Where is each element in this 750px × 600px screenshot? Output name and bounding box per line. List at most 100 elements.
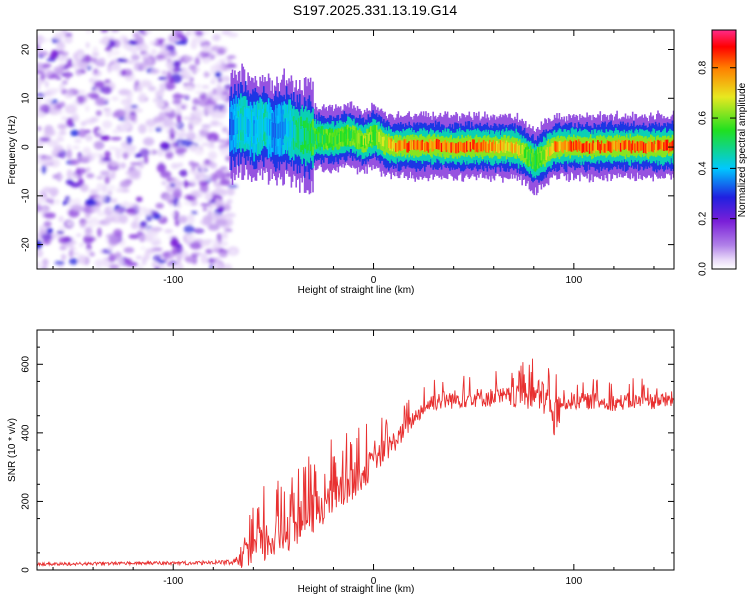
spectrogram-noise-cell [189,200,198,207]
spectrogram-noise-cell [201,260,209,264]
spectrogram-ridge-cell [406,143,408,153]
colorbar-frame [711,29,737,270]
spectrogram-noise-cell [67,199,76,203]
spectrogram-ridge-cell [368,132,371,141]
spectrogram-noise-cell [197,37,206,43]
spectrogram-noise-cell [221,139,230,144]
spectrogram-noise-cell [156,57,163,62]
spectrogram-ridge-cell [318,132,320,144]
spectrogram-noise-cell [193,171,206,178]
spectrogram-ridge-cell [585,141,587,152]
spectrogram-ridge-cell [374,131,377,142]
spectrogram-ridge-cell [404,139,407,149]
spectrogram-ridge-cell [615,140,617,151]
spectrogram-noise-cell [190,39,198,50]
spectrogram-noise-cell [127,114,137,121]
spectrogram-noise-cell [183,179,188,189]
spectrogram-ridge-cell [261,120,264,135]
spectrogram-ridge-cell [629,141,632,152]
spectrogram-ridge-cell [580,142,582,153]
spectrogram-noise-cell [189,241,202,250]
spectrogram-ridge-cell [260,116,263,134]
spectrogram-noise-cell [203,239,213,243]
spectrogram-y-tick-label: -10 [21,188,32,203]
spectrogram-noise-cell [141,257,147,266]
spectrogram-ridge-cell [433,138,436,149]
spectrogram-noise-cell [195,30,203,35]
spectrogram-ridge-cell [455,143,457,154]
spectrogram-ridge-cell [464,142,467,154]
spectrogram-ridge-cell [314,131,317,141]
spectrogram-noise-cell [175,147,185,155]
spectrogram-noise-cell [127,60,135,64]
spectrogram-ridge-cell [647,141,650,152]
spectrogram-noise-cell [186,195,194,202]
spectrogram-noise-cell [215,219,228,227]
spectrogram-noise-cell [200,219,211,226]
spectrogram-ridge-cell [422,141,425,151]
spectrogram-ridge-cell [428,139,431,150]
spectrogram-noise-cell [101,86,112,95]
spectrogram-ridge-cell [519,145,521,155]
spectrogram-ridge-cell [481,141,484,153]
spectrogram-noise-cell [203,71,209,78]
spectrogram-noise-cell [85,105,90,112]
spectrogram-ridge-cell [625,139,628,150]
spectrogram-ridge-cell [307,131,309,144]
spectrogram-noise-cell [207,257,217,264]
spectrogram-noise-cell [200,164,206,173]
spectrogram-noise-cell [126,136,133,145]
spectrogram-ridge-cell [659,140,662,150]
spectrogram-noise-cell [179,250,189,257]
spectrogram-ridge-cell [436,138,438,149]
spectrogram-noise-cell [165,61,170,68]
spectrogram-ridge-cell [354,133,356,143]
spectrogram-ridge-cell [534,155,537,167]
spectrogram-noise-cell [61,116,68,121]
spectrogram-noise-cell [108,205,114,212]
spectrogram-noise-cell [94,195,104,204]
spectrogram-ridge-cell [438,139,440,150]
spectrogram-ridge-cell [666,139,669,151]
spectrogram-ridge-cell [248,121,251,134]
spectrogram-ridge-cell [579,141,581,151]
spectrogram-ridge-cell [323,134,325,145]
spectrogram-noise-cell [102,184,107,194]
spectrogram-noise-cell [52,174,60,180]
spectrogram-ridge-cell [528,150,531,161]
spectrogram-noise-cell [122,43,132,49]
spectrogram-ridge-cell [462,143,465,152]
spectrogram-ridge-cell [272,123,275,138]
spectrogram-ridge-cell [249,120,252,136]
spectrogram-noise-cell [224,212,236,218]
spectrogram-noise-cell [117,68,122,77]
spectrogram-noise-cell [185,232,196,243]
spectrogram-ridge-cell [595,142,598,152]
spectrogram-noise-cell [158,76,168,81]
spectrogram-noise-cell [221,126,228,133]
spectrogram-ridge-cell [296,126,299,140]
spectrogram-noise-cell [108,235,120,246]
spectrogram-ridge-cell [396,142,398,154]
spectrogram-noise-cell [147,85,157,92]
spectrogram-noise-cell [137,230,143,236]
spectrogram-ridge-cell [361,135,364,147]
spectrogram-ridge-cell [605,142,608,154]
spectrogram-ridge-cell [299,126,301,142]
spectrogram-ridge-cell [311,127,313,144]
spectrogram-noise-cell [37,100,40,107]
spectrogram-noise-cell [53,144,64,153]
spectrogram-ridge-cell [297,129,300,143]
spectrogram-ridge-cell [253,120,255,136]
spectrogram-ridge-cell [610,142,612,153]
spectrogram-ridge-cell [624,140,627,149]
spectrogram-ridge-cell [627,140,629,152]
spectrogram-noise-cell [128,234,140,239]
spectrogram-noise-cell [194,56,200,66]
spectrogram-noise-cell [198,99,209,107]
spectrogram-ridge-cell [271,122,273,140]
spectrogram-ridge-cell [371,131,373,143]
spectrogram-noise-cell [68,258,79,265]
spectrogram-ridge-cell [660,141,663,151]
spectrogram-noise-cell [214,71,222,78]
